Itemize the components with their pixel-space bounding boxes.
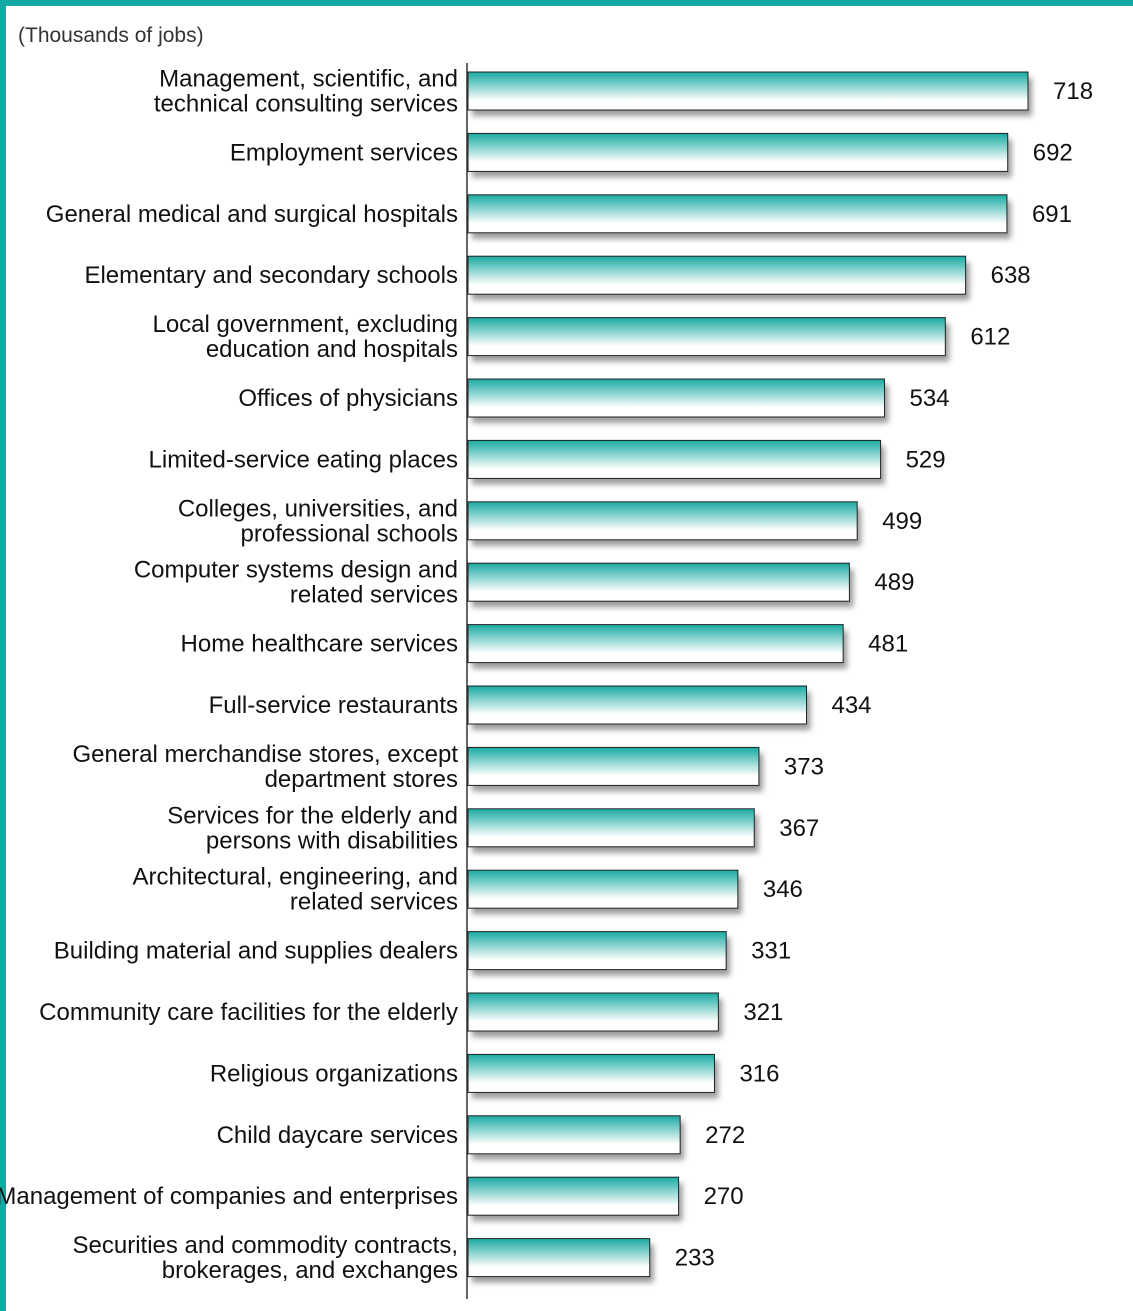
category-label: education and hospitals — [206, 336, 458, 363]
value-label: 499 — [882, 508, 922, 535]
bar — [467, 869, 739, 909]
category-label: Management of companies and enterprises — [0, 1183, 458, 1210]
value-label: 373 — [784, 753, 824, 780]
value-label: 367 — [779, 815, 819, 842]
value-label: 534 — [909, 385, 949, 412]
bar — [467, 1115, 681, 1155]
value-label: 346 — [763, 876, 803, 903]
bar — [467, 746, 760, 786]
unit-label: (Thousands of jobs) — [18, 24, 204, 47]
bar — [467, 317, 946, 357]
category-label: department stores — [265, 766, 458, 793]
value-label: 638 — [991, 262, 1031, 289]
category-label: persons with disabilities — [206, 827, 458, 854]
category-label: Limited-service eating places — [149, 446, 458, 473]
category-label: General medical and surgical hospitals — [46, 201, 458, 228]
category-label: Building material and supplies dealers — [54, 938, 458, 965]
bar — [467, 501, 858, 541]
value-label: 612 — [970, 324, 1010, 351]
bar — [467, 562, 850, 602]
value-label: 272 — [705, 1122, 745, 1149]
category-label: Employment services — [230, 139, 458, 166]
category-label: professional schools — [241, 520, 458, 547]
category-label: Home healthcare services — [181, 631, 458, 658]
category-label: technical consulting services — [154, 91, 458, 118]
category-label: related services — [290, 889, 458, 916]
category-label: Local government, excluding — [152, 311, 458, 338]
bar — [467, 624, 844, 664]
category-label: Elementary and secondary schools — [84, 262, 458, 289]
category-label: Offices of physicians — [238, 385, 458, 412]
bar — [467, 808, 755, 848]
bar — [467, 194, 1008, 234]
bar — [467, 992, 719, 1032]
bar — [467, 685, 807, 725]
value-label: 233 — [675, 1245, 715, 1272]
bar — [467, 439, 882, 479]
value-label: 692 — [1033, 139, 1073, 166]
bar — [467, 931, 727, 971]
value-label: 481 — [868, 631, 908, 658]
bar — [467, 378, 885, 418]
bar — [467, 71, 1029, 111]
value-label: 331 — [751, 938, 791, 965]
bar — [467, 1238, 651, 1278]
category-label: Securities and commodity contracts, — [73, 1232, 459, 1259]
category-label: Management, scientific, and — [159, 66, 458, 93]
bar — [467, 1053, 715, 1093]
category-label: Computer systems design and — [134, 557, 458, 584]
bar — [467, 255, 967, 295]
category-label: Services for the elderly and — [167, 802, 458, 829]
value-label: 691 — [1032, 201, 1072, 228]
bar — [467, 132, 1009, 172]
category-label: Religious organizations — [210, 1060, 458, 1087]
category-label: Architectural, engineering, and — [132, 864, 458, 891]
category-label: General merchandise stores, except — [72, 741, 458, 768]
value-label: 321 — [743, 999, 783, 1026]
category-label: Community care facilities for the elderl… — [39, 999, 458, 1026]
value-label: 434 — [831, 692, 871, 719]
bar — [467, 1176, 680, 1216]
value-label: 529 — [906, 446, 946, 473]
bars-group: 718 Management, scientific, andtechnical … — [0, 66, 1093, 1285]
value-label: 316 — [739, 1060, 779, 1087]
category-label: Child daycare services — [217, 1122, 458, 1149]
value-label: 270 — [704, 1183, 744, 1210]
value-label: 489 — [874, 569, 914, 596]
category-label: Full-service restaurants — [209, 692, 458, 719]
value-label: 718 — [1053, 78, 1093, 105]
category-label: related services — [290, 582, 458, 609]
category-label: brokerages, and exchanges — [162, 1257, 458, 1284]
category-label: Colleges, universities, and — [178, 495, 458, 522]
